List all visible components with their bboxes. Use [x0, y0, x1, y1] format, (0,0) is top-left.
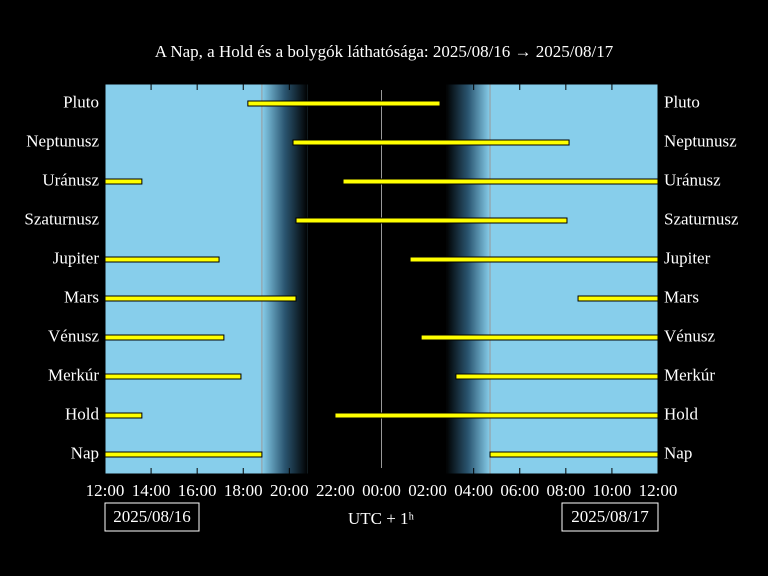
- visibility-bar: [420, 334, 659, 341]
- row-label: Szaturnusz: [24, 209, 99, 228]
- x-tick-label: 00:00: [362, 481, 401, 500]
- row-label: Mars: [64, 287, 99, 306]
- x-tick-label: 04:00: [454, 481, 493, 500]
- row-label: Uránusz: [664, 170, 721, 189]
- end-date: 2025/08/17: [571, 507, 649, 526]
- row-label: Pluto: [664, 92, 700, 111]
- date-box: [104, 502, 200, 532]
- visibility-bar: [577, 295, 659, 302]
- row-label: Neptunusz: [664, 131, 737, 150]
- row-label: Uránusz: [42, 170, 99, 189]
- row-label: Mars: [664, 287, 699, 306]
- x-tick-label: 20:00: [270, 481, 309, 500]
- x-axis-label: UTC + 1ʰ: [348, 509, 415, 528]
- row-label: Vénusz: [48, 326, 99, 345]
- dawn: [446, 84, 491, 474]
- visibility-bar: [342, 178, 659, 185]
- plot-frame: [104, 83, 659, 475]
- visibility-bar: [295, 217, 568, 224]
- row-label: Pluto: [63, 92, 99, 111]
- visibility-bar: [409, 256, 659, 263]
- visibility-bar: [104, 334, 225, 341]
- start-date: 2025/08/16: [113, 507, 190, 526]
- row-label: Hold: [664, 404, 699, 423]
- row-label: Hold: [65, 404, 100, 423]
- x-tick-label: 12:00: [86, 481, 125, 500]
- row-label: Vénusz: [664, 326, 715, 345]
- row-label: Merkúr: [48, 365, 99, 384]
- night: [307, 84, 447, 474]
- row-label: Nap: [71, 443, 99, 462]
- x-tick-label: 12:00: [639, 481, 678, 500]
- visibility-bar: [334, 412, 659, 419]
- x-tick-label: 22:00: [316, 481, 355, 500]
- x-tick-label: 08:00: [546, 481, 585, 500]
- x-tick-label: 10:00: [593, 481, 632, 500]
- row-label: Nap: [664, 443, 692, 462]
- row-label: Jupiter: [53, 248, 100, 267]
- x-tick-label: 06:00: [500, 481, 539, 500]
- visibility-bar: [489, 451, 659, 458]
- visibility-bar: [104, 373, 242, 380]
- visibility-bar: [292, 139, 570, 146]
- visibility-bar: [455, 373, 659, 380]
- x-tick-label: 16:00: [178, 481, 217, 500]
- row-label: Merkúr: [664, 365, 715, 384]
- row-label: Szaturnusz: [664, 209, 739, 228]
- x-tick-label: 18:00: [224, 481, 263, 500]
- row-label: Jupiter: [664, 248, 711, 267]
- date-box: [561, 502, 659, 532]
- x-tick-label: 02:00: [408, 481, 447, 500]
- row-label: Neptunusz: [26, 131, 99, 150]
- chart-title: A Nap, a Hold és a bolygók láthatósága: …: [155, 42, 614, 61]
- x-tick-label: 14:00: [132, 481, 171, 500]
- dusk: [261, 84, 308, 474]
- visibility-bar: [104, 256, 220, 263]
- visibility-bar: [104, 178, 143, 185]
- visibility-bar: [247, 100, 441, 107]
- visibility-bar: [104, 451, 263, 458]
- visibility-bar: [104, 295, 297, 302]
- visibility-bar: [104, 412, 143, 419]
